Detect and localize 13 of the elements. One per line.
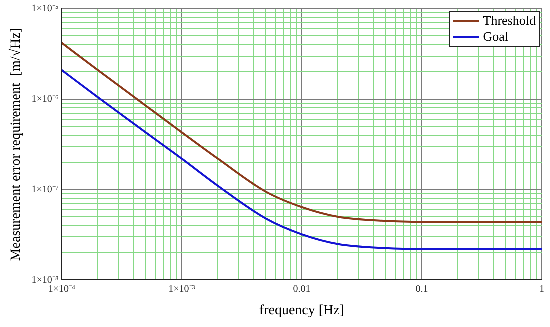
y-tick-label: 1×10⁻⁷: [32, 184, 60, 196]
x-tick-label: 1×10⁻⁴: [48, 284, 76, 295]
y-tick-label: 1×10⁻⁵: [32, 4, 59, 15]
y-tick-label: 1×10⁻⁸: [32, 274, 60, 286]
x-axis-title: frequency [Hz]: [259, 303, 345, 318]
x-tick-label: 0.01: [293, 284, 311, 295]
y-axis-title: Measurement error requirement [m/√Hz]: [8, 28, 24, 262]
x-tick-label: 0.1: [416, 284, 428, 295]
y-tick-label: 1×10⁻⁶: [32, 94, 60, 106]
legend-label: Threshold: [483, 13, 536, 29]
x-tick-label: 1: [540, 284, 544, 295]
x-tick-label: 1×10⁻³: [168, 284, 196, 295]
legend-label: Goal: [483, 29, 509, 45]
